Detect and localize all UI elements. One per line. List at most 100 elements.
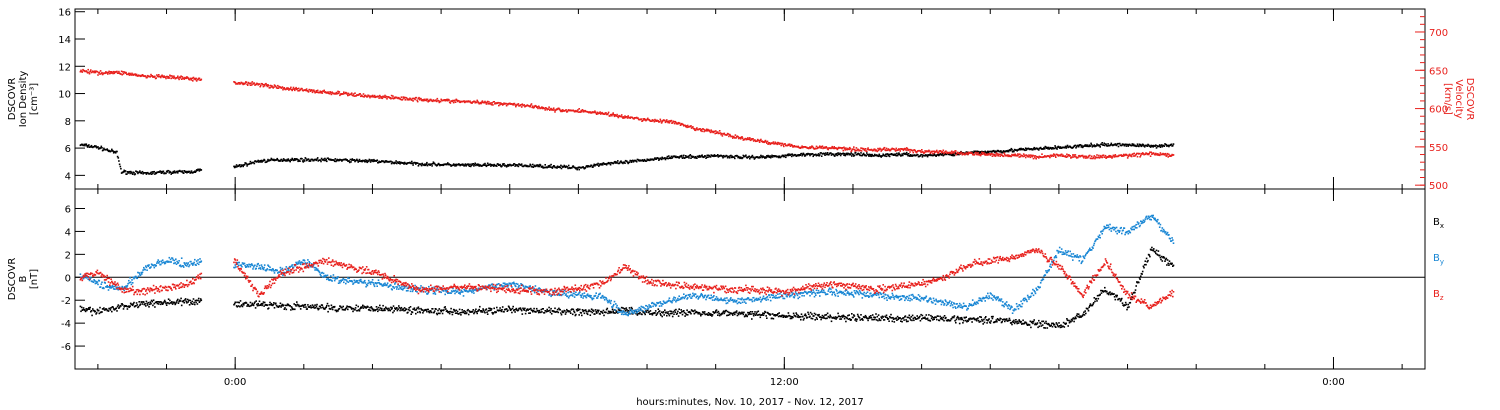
data-point <box>536 106 539 108</box>
data-point <box>936 318 938 321</box>
data-point <box>478 165 480 167</box>
data-point <box>764 157 766 159</box>
data-point <box>955 150 957 152</box>
data-point <box>1007 319 1010 322</box>
data-point <box>1152 249 1154 252</box>
data-point <box>728 311 730 314</box>
data-point <box>129 302 132 305</box>
data-point <box>598 164 601 166</box>
data-point <box>1017 320 1019 323</box>
data-point <box>1092 156 1095 159</box>
data-point <box>457 164 459 166</box>
data-point <box>179 300 182 302</box>
data-point <box>482 309 485 312</box>
data-point <box>1144 260 1147 262</box>
data-point <box>161 170 163 173</box>
data-point <box>651 312 653 315</box>
data-point <box>771 313 774 315</box>
data-point <box>1099 293 1101 296</box>
data-point <box>1109 156 1111 158</box>
data-point <box>598 112 601 115</box>
data-point <box>979 316 981 318</box>
data-point <box>439 312 441 315</box>
data-point <box>1072 154 1074 156</box>
data-point <box>307 158 310 160</box>
data-point <box>656 313 658 315</box>
data-point <box>956 315 959 318</box>
data-point <box>764 139 767 142</box>
data-point <box>932 154 935 157</box>
data-point <box>836 154 839 157</box>
data-point <box>1054 145 1056 147</box>
data-point <box>822 317 824 319</box>
data-point <box>724 311 726 313</box>
data-point <box>582 310 584 313</box>
data-point <box>412 100 414 102</box>
data-point <box>989 322 992 324</box>
data-point <box>400 306 403 309</box>
data-point <box>742 154 745 157</box>
data-point <box>531 309 533 312</box>
data-point <box>783 155 786 158</box>
data-point <box>790 317 793 320</box>
data-point <box>581 314 583 317</box>
data-point <box>917 317 919 320</box>
data-point <box>266 160 269 162</box>
data-point <box>387 309 390 312</box>
data-point <box>169 75 172 77</box>
data-point <box>698 154 701 157</box>
data-point <box>84 310 87 313</box>
data-point <box>959 317 962 319</box>
data-point <box>294 89 296 92</box>
data-point <box>451 100 454 103</box>
data-point <box>496 165 498 167</box>
data-point <box>328 92 331 95</box>
data-point <box>608 310 611 313</box>
data-point <box>1145 152 1148 155</box>
data-point <box>900 320 902 322</box>
data-point <box>842 149 845 152</box>
data-point <box>503 163 505 165</box>
data-point <box>649 313 651 315</box>
data-point <box>817 154 819 156</box>
data-point <box>1168 153 1170 156</box>
data-point <box>526 308 529 310</box>
data-point <box>1056 148 1058 150</box>
data-point <box>508 306 510 309</box>
data-point <box>311 306 313 309</box>
data-point <box>721 155 724 158</box>
data-point <box>1096 143 1098 145</box>
data-point <box>442 164 444 167</box>
data-point <box>111 148 113 151</box>
data-point <box>844 316 847 318</box>
data-point <box>427 100 429 103</box>
data-point <box>325 306 327 308</box>
data-point <box>939 153 942 155</box>
data-point <box>551 167 554 169</box>
data-point <box>720 313 722 316</box>
data-point <box>1146 145 1149 147</box>
data-point <box>505 308 508 310</box>
data-point <box>977 152 979 154</box>
data-point <box>497 163 499 165</box>
data-point <box>533 106 535 109</box>
data-point <box>908 314 911 317</box>
y-tick-label: 0 <box>65 273 71 284</box>
data-point <box>476 163 478 165</box>
data-point <box>458 100 460 102</box>
data-point <box>499 307 501 309</box>
data-point <box>290 86 292 89</box>
data-point <box>245 302 248 304</box>
data-point <box>671 315 674 318</box>
data-point <box>1002 155 1005 158</box>
data-point <box>612 310 614 313</box>
data-point <box>82 308 84 311</box>
data-point <box>1101 156 1103 159</box>
data-point <box>450 307 452 310</box>
data-point <box>622 307 624 309</box>
data-point <box>267 85 270 87</box>
data-point <box>713 154 716 156</box>
data-point <box>1106 145 1109 147</box>
data-point <box>350 159 353 161</box>
data-point <box>269 84 272 87</box>
